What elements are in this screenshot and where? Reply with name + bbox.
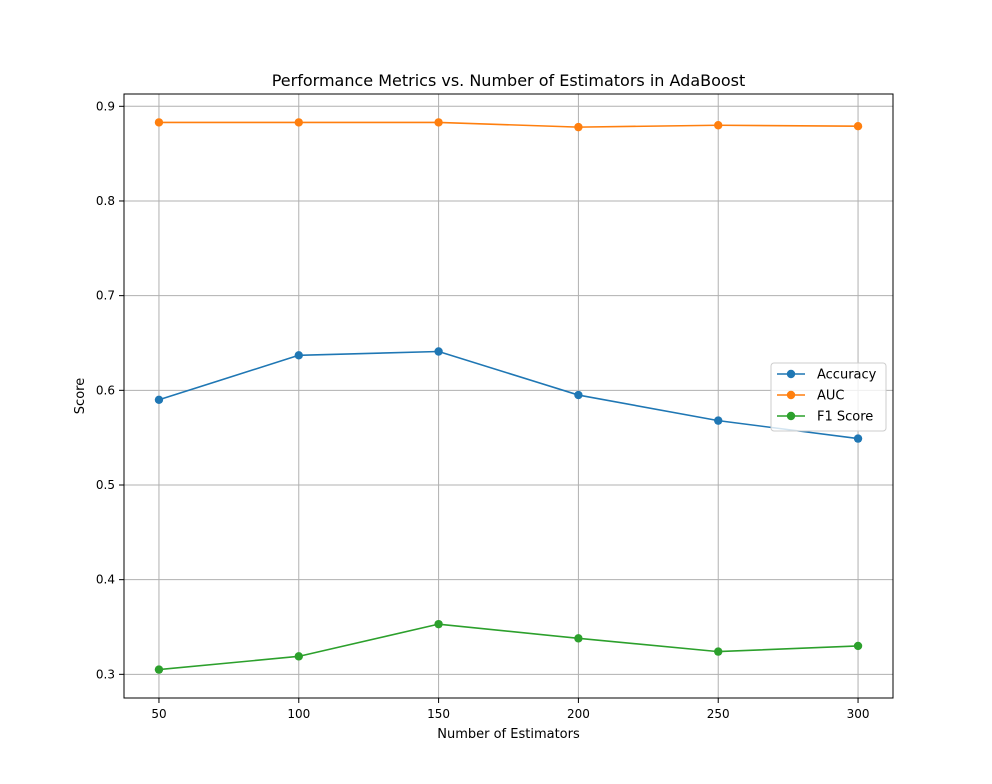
- x-tick-label: 300: [847, 707, 870, 721]
- data-point-auc: [154, 118, 164, 127]
- legend-box: [770, 362, 887, 432]
- legend-item-f1-score: F1 Score: [777, 410, 873, 425]
- data-point-accuracy: [574, 390, 583, 400]
- data-point-auc: [434, 118, 443, 127]
- y-tick-label: 0.9: [96, 99, 115, 113]
- x-axis-label: Number of Estimators: [437, 727, 580, 742]
- x-tick-label: 250: [707, 707, 730, 721]
- data-point-f1-score: [294, 652, 303, 661]
- data-point-accuracy: [294, 351, 303, 360]
- data-point-f1-score: [434, 619, 443, 629]
- data-point-f1-score: [714, 647, 723, 656]
- series-accuracy: [154, 347, 863, 443]
- data-point-accuracy: [434, 347, 443, 356]
- y-tick-label: 0.4: [96, 573, 115, 587]
- legend-item-auc: AUC: [777, 389, 845, 404]
- series-line-f1-score: [158, 623, 859, 671]
- legend-item-accuracy: Accuracy: [777, 368, 877, 383]
- legend-label: F1 Score: [817, 410, 873, 425]
- legend-swatch-marker: [786, 390, 796, 400]
- data-point-auc: [714, 121, 723, 130]
- legend: Accuracy AUC F1 Score: [770, 362, 887, 432]
- x-tick-label: 50: [151, 707, 166, 721]
- data-point-accuracy: [853, 434, 863, 443]
- x-tick-label: 100: [287, 707, 310, 721]
- series-line-auc: [158, 121, 859, 128]
- data-point-auc: [574, 122, 583, 132]
- data-point-auc: [853, 121, 863, 131]
- x-tick-label: 200: [567, 707, 590, 721]
- series-layer: [154, 118, 863, 674]
- y-axis-label: Score: [73, 378, 88, 414]
- data-point-f1-score: [574, 634, 583, 643]
- y-tick-label: 0.8: [96, 194, 115, 208]
- axis-ticks: 50 100 150 200 250 300 0.3 0.4 0.5 0.6 0.7 0.8 0.9: [96, 99, 870, 721]
- data-point-accuracy: [714, 416, 723, 425]
- plot-frame: [123, 93, 894, 699]
- legend-label: Accuracy: [817, 368, 877, 383]
- series-auc: [154, 118, 863, 132]
- y-tick-label: 0.6: [96, 383, 115, 397]
- data-point-f1-score: [154, 665, 164, 674]
- legend-swatch-marker: [786, 369, 796, 379]
- y-tick-label: 0.7: [96, 289, 115, 303]
- y-tick-label: 0.5: [96, 478, 115, 492]
- chart-title: Performance Metrics vs. Number of Estima…: [272, 71, 746, 90]
- series-line-accuracy: [158, 350, 859, 440]
- y-tick-label: 0.3: [96, 667, 115, 681]
- series-f1-score: [154, 619, 863, 674]
- data-point-auc: [294, 118, 303, 127]
- grid: [124, 94, 893, 698]
- x-tick-label: 150: [427, 707, 450, 721]
- legend-label: AUC: [817, 389, 845, 404]
- data-point-accuracy: [154, 395, 164, 404]
- legend-swatch-marker: [786, 411, 796, 421]
- data-point-f1-score: [853, 641, 863, 651]
